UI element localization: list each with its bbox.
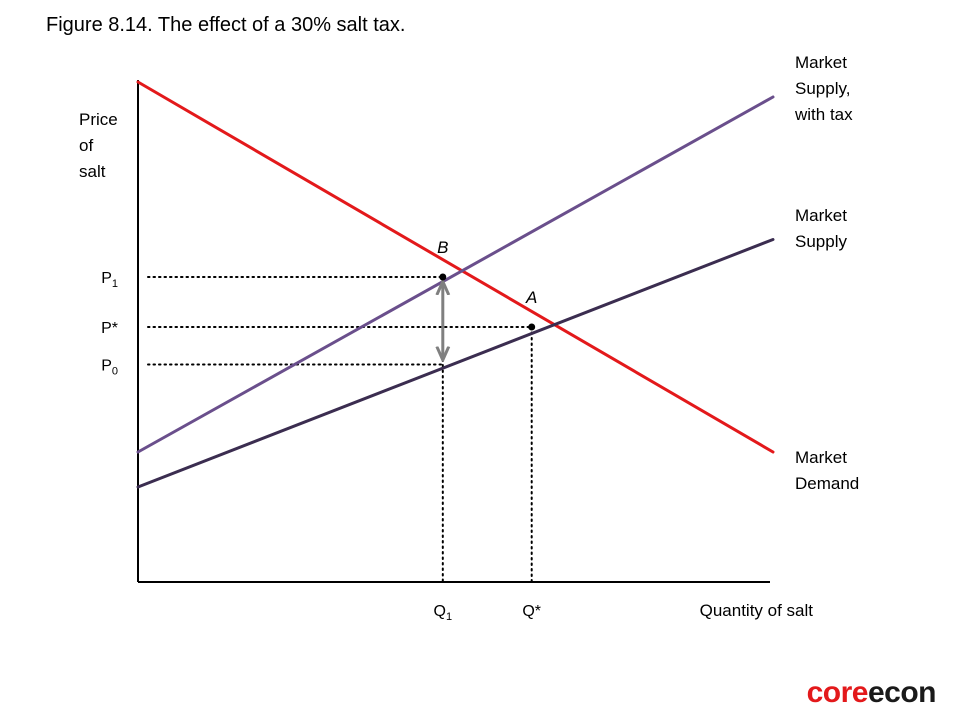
point-B bbox=[439, 273, 447, 281]
logo-core-text: core bbox=[806, 676, 869, 709]
point-label-A: A bbox=[525, 288, 537, 307]
x-axis-label: Quantity of salt bbox=[700, 601, 814, 620]
logo-econ-text: econ bbox=[867, 676, 937, 709]
coreecon-logo: coreecon bbox=[806, 676, 937, 710]
ref-label-y-1: P* bbox=[101, 320, 118, 337]
series-line-0 bbox=[136, 80, 775, 454]
ref-label-x-3: Q1 bbox=[434, 603, 453, 623]
series-label-1: Market Supply bbox=[795, 206, 847, 251]
axes bbox=[137, 80, 770, 583]
ref-label-y-2: P0 bbox=[101, 358, 118, 378]
series-line-1 bbox=[136, 238, 775, 489]
chart-labels: P1 P* P0 Q1 Q* Market Demand Market Supply Market… bbox=[79, 53, 859, 623]
point-label-B: B bbox=[437, 238, 448, 257]
point-A bbox=[528, 323, 536, 331]
reference-lines bbox=[147, 276, 533, 583]
ref-label-x-4: Q* bbox=[522, 603, 541, 620]
series-line-2 bbox=[136, 95, 775, 454]
figure-title: Figure 8.14. The effect of a 30% salt ta… bbox=[46, 14, 406, 36]
equilibrium-points bbox=[439, 273, 536, 331]
series-label-2: Market Supply, with tax bbox=[794, 53, 853, 124]
y-axis-label: Price of salt bbox=[79, 110, 118, 181]
ref-label-y-0: P1 bbox=[101, 270, 118, 290]
series-lines bbox=[136, 80, 775, 489]
series-label-0: Market Demand bbox=[795, 448, 859, 493]
